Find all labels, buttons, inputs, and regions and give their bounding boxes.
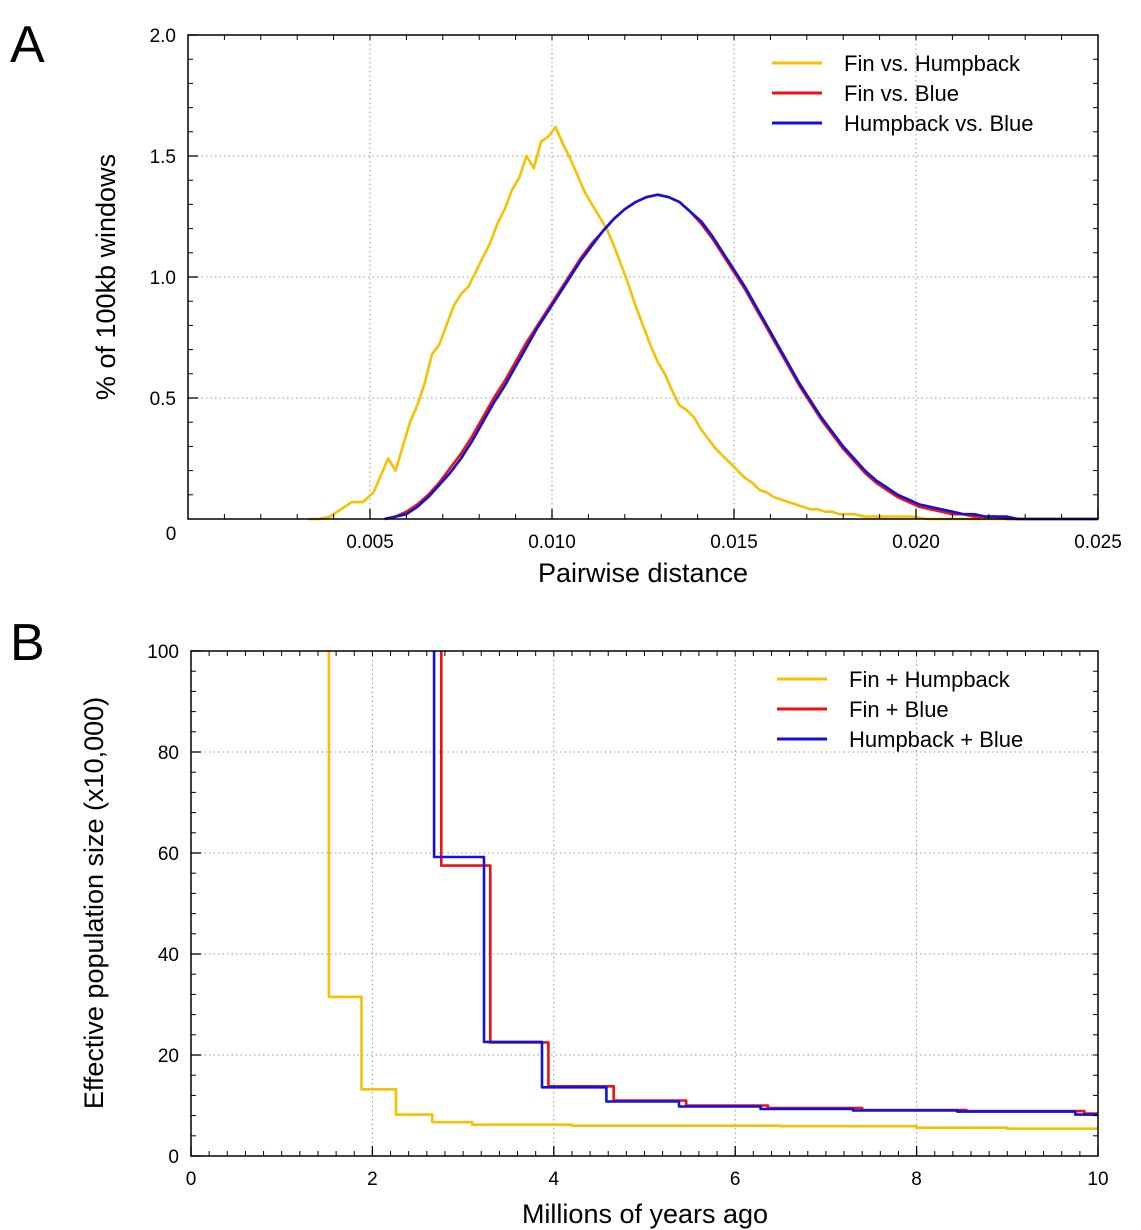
panel-a-label: A <box>10 16 45 74</box>
x-tick-label: 0.025 <box>1074 532 1122 553</box>
x-tick-label: 0 <box>186 1169 197 1190</box>
y-tick-label: 20 <box>158 1046 179 1067</box>
y-tick-label: 0.5 <box>150 389 176 410</box>
y-tick-label: 2.0 <box>150 26 176 47</box>
legend-label-2: Fin + Blue <box>849 697 949 722</box>
panel-b-label: B <box>10 614 45 672</box>
panel-a: A 0.005 0.010 0.015 0.020 0.0250.51.01.52.0 … <box>10 16 1122 588</box>
y-tick-label: 100 <box>147 642 179 663</box>
panel-a-series <box>308 125 1098 521</box>
legend-label-3: Humpback + Blue <box>849 727 1023 752</box>
x-tick-label: 0.015 <box>710 532 758 553</box>
legend-label-1: Fin + Humpback <box>849 667 1011 692</box>
x-tick-label: 0.020 <box>892 532 940 553</box>
y-tick-label: 0 <box>168 1147 179 1168</box>
y-tick-label: 40 <box>158 945 179 966</box>
x-tick-label: 10 <box>1087 1169 1108 1190</box>
series-line-2 <box>384 193 1098 521</box>
panel-a-y-axis-label: % of 100kb windows <box>91 154 121 400</box>
x-tick-label: 8 <box>911 1169 922 1190</box>
series-line-1 <box>327 651 1098 1130</box>
y-tick-label: 60 <box>158 844 179 865</box>
panel-b-legend: Fin + Humpback Fin + Blue Humpback + Blue <box>777 667 1023 752</box>
series-line-1 <box>308 125 1098 521</box>
panel-b-series <box>327 651 1098 1130</box>
legend-label-2: Fin vs. Blue <box>844 81 959 106</box>
panel-a-x-axis-label: Pairwise distance <box>538 558 748 588</box>
series-line-3 <box>384 193 1098 521</box>
y-tick-label: 1.0 <box>150 268 176 289</box>
panel-b-x-axis-label: Millions of years ago <box>522 1199 768 1229</box>
panel-a-legend: Fin vs. Humpback Fin vs. Blue Humpback vs.… <box>772 51 1034 136</box>
series-line-2 <box>440 651 1098 1115</box>
x-tick-label: 2 <box>367 1169 378 1190</box>
x-tick-label: 0.005 <box>346 532 394 553</box>
series-line-3 <box>432 651 1098 1116</box>
panel-b-grid <box>191 651 1098 1156</box>
x-tick-label: 0.010 <box>528 532 576 553</box>
panel-a-origin-label: 0 <box>166 524 177 545</box>
legend-label-3: Humpback vs. Blue <box>844 111 1034 136</box>
panel-a-grid <box>188 35 1098 519</box>
y-tick-label: 80 <box>158 743 179 764</box>
x-tick-label: 4 <box>549 1169 560 1190</box>
y-tick-label: 1.5 <box>150 147 176 168</box>
panel-a-ticks: 0.005 0.010 0.015 0.020 0.025 0.5 1.0 1.5 2.0 <box>150 26 1122 553</box>
legend-label-1: Fin vs. Humpback <box>844 51 1021 76</box>
x-tick-label: 6 <box>730 1169 741 1190</box>
panel-b-y-axis-label: Effective population size (x10,000) <box>79 697 109 1109</box>
